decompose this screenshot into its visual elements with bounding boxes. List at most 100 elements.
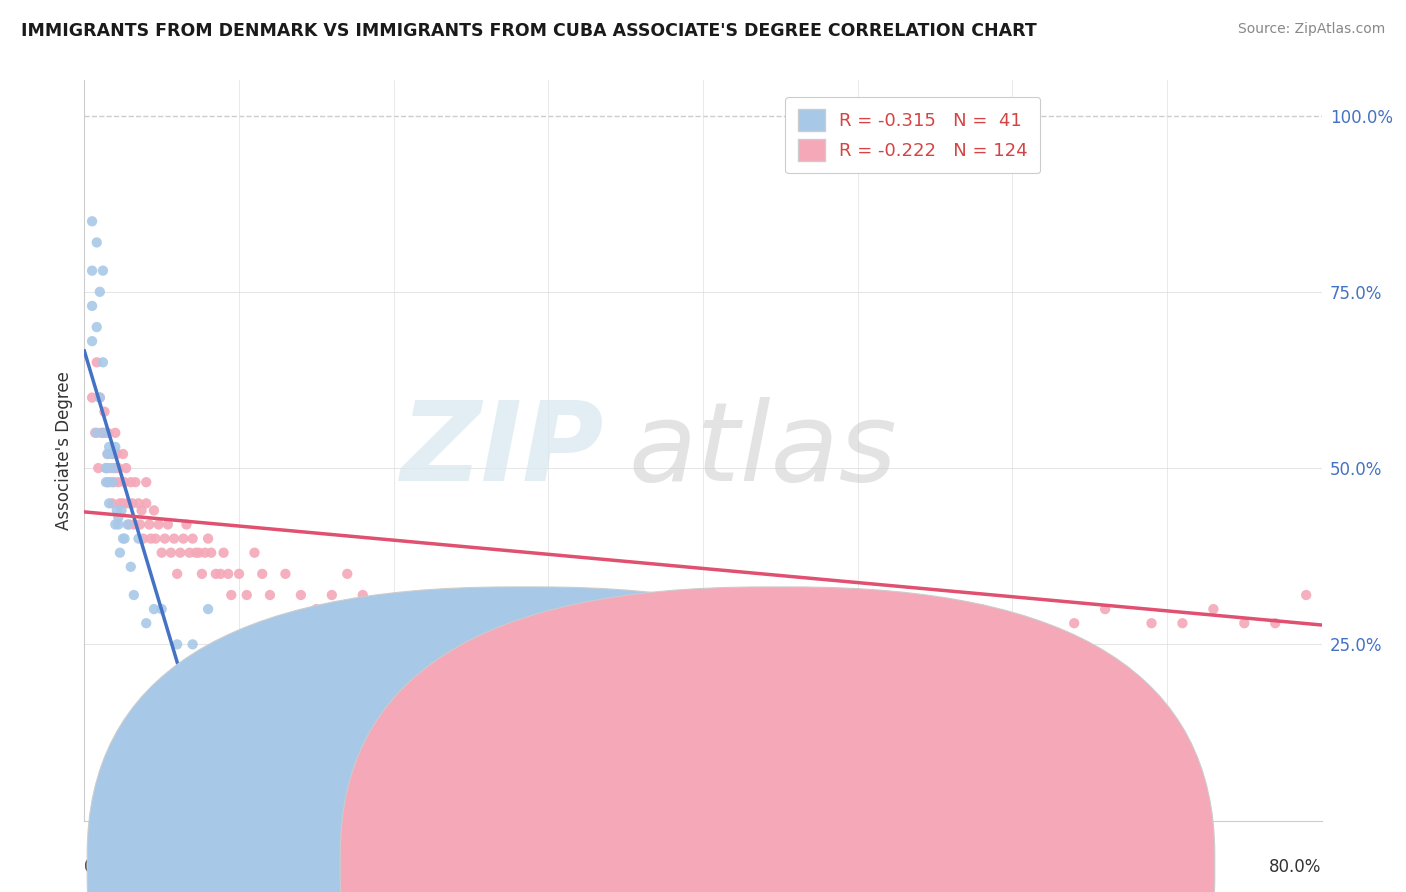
Point [86,235,108,250]
Point [89,285,111,299]
Point [112,447,135,461]
Point [100,461,122,475]
Point [181,637,204,651]
Point [179,546,201,560]
Point [104,440,127,454]
Point [336,566,359,581]
Point [413,588,436,602]
Point [91,355,114,369]
Point [131,503,153,517]
Point [120,559,142,574]
Point [101,475,124,490]
Text: Immigrants from Denmark: Immigrants from Denmark [546,859,759,873]
Point [82,391,104,405]
Point [103,461,125,475]
Point [86,425,108,440]
Point [1388,602,1406,616]
Point [846,602,869,616]
Point [172,532,194,546]
Point [321,588,343,602]
Point [176,517,198,532]
Point [122,517,145,532]
Point [1264,616,1286,631]
Point [1063,616,1085,631]
Point [105,447,128,461]
Point [82,214,104,228]
Point [105,503,128,517]
Point [1341,602,1364,616]
Text: IMMIGRANTS FROM DENMARK VS IMMIGRANTS FROM CUBA ASSOCIATE'S DEGREE CORRELATION C: IMMIGRANTS FROM DENMARK VS IMMIGRANTS FR… [21,22,1036,40]
Point [877,616,900,631]
Point [107,461,129,475]
Y-axis label: Associate's Degree: Associate's Degree [55,371,73,530]
Point [460,602,482,616]
Point [1171,616,1194,631]
Point [166,566,188,581]
Point [645,616,668,631]
Point [1094,602,1116,616]
Point [93,425,115,440]
Point [129,517,152,532]
Text: ZIP: ZIP [401,397,605,504]
Point [228,566,250,581]
Point [91,263,114,277]
Point [82,263,104,277]
Point [120,475,142,490]
Point [614,602,637,616]
Point [107,475,129,490]
Point [112,496,135,510]
Point [135,475,157,490]
Point [156,517,179,532]
Point [90,425,112,440]
Point [150,602,173,616]
Point [115,461,138,475]
Text: Immigrants from Cuba: Immigrants from Cuba [799,859,980,873]
Point [103,475,125,490]
Point [127,532,149,546]
Point [118,517,141,532]
Text: atlas: atlas [628,397,897,504]
Point [1140,616,1163,631]
Point [96,447,118,461]
Text: Source: ZipAtlas.com: Source: ZipAtlas.com [1237,22,1385,37]
Point [124,475,146,490]
Text: 0.0%: 0.0% [84,858,127,876]
Point [94,475,117,490]
Point [970,602,993,616]
Point [101,496,124,510]
Point [98,475,121,490]
Point [676,602,699,616]
Point [352,588,374,602]
Point [181,532,204,546]
Point [121,496,143,510]
Legend: R = -0.315   N =  41, R = -0.222   N = 124: R = -0.315 N = 41, R = -0.222 N = 124 [785,96,1040,173]
Point [107,510,129,524]
Point [114,475,136,490]
Point [101,447,124,461]
Point [150,546,173,560]
Point [1326,616,1348,631]
Point [117,496,139,510]
Point [96,447,118,461]
Point [924,616,946,631]
Point [94,461,117,475]
Point [209,566,232,581]
Point [127,496,149,510]
Point [93,405,115,419]
Point [145,532,167,546]
Point [91,425,114,440]
Point [200,546,222,560]
Point [87,461,110,475]
Point [108,546,131,560]
Point [205,566,228,581]
Point [114,532,136,546]
Point [135,616,157,631]
Point [187,546,209,560]
Point [382,602,405,616]
Text: 80.0%: 80.0% [1270,858,1322,876]
Point [184,546,207,560]
Point [104,425,127,440]
Point [1403,616,1406,631]
Point [169,546,191,560]
Point [135,496,157,510]
